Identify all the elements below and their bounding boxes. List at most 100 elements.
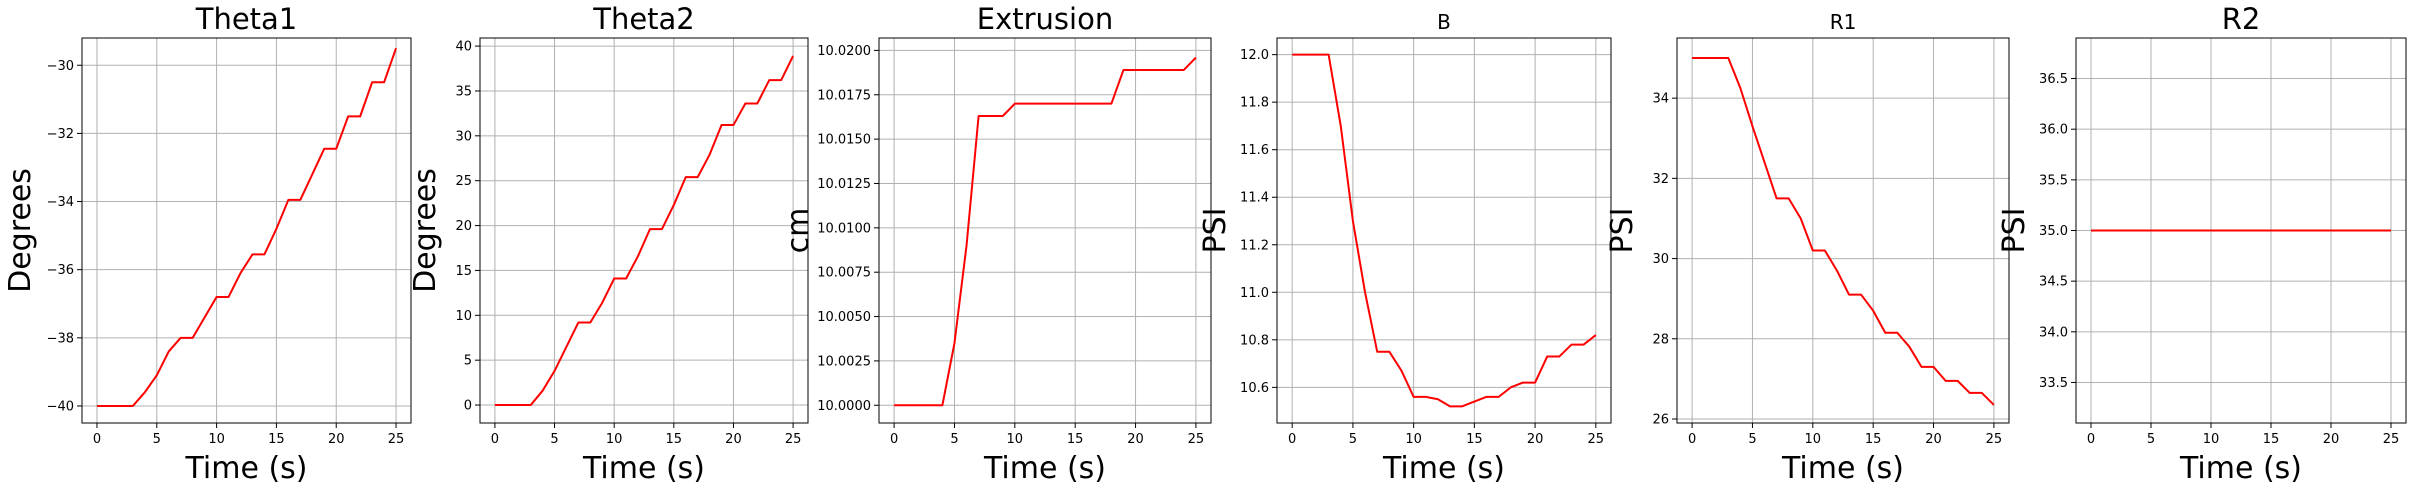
subplot-2: 0 5 10 15 20 25 0 5 10 15 20 25 30 35 40 Theta2 Time (s)… <box>408 2 809 486</box>
chart-title: Theta1 <box>195 2 298 36</box>
y-axis-label: Degrees <box>408 168 443 293</box>
x-tick-label: 15 <box>666 432 683 447</box>
y-tick-label: 11.6 <box>1240 143 1269 158</box>
y-tick-label: 10.0200 <box>817 44 871 59</box>
y-tick-label: 25 <box>455 174 472 189</box>
plot-frame <box>81 37 412 424</box>
y-tick-label: 11.4 <box>1240 191 1269 206</box>
y-tick-label: 10.0175 <box>817 88 871 103</box>
chart-title: R1 <box>1830 10 1857 34</box>
y-tick-label: 26 <box>1652 412 1669 427</box>
plot-frame <box>2075 37 2407 424</box>
y-tick-label: 10.0025 <box>817 354 871 369</box>
subplot-5: 0 5 10 15 20 25 26 28 30 32 34 R1 Time (s) PSI <box>1605 10 2010 486</box>
x-tick-label: 25 <box>1188 432 1205 447</box>
x-axis-label: Time (s) <box>1382 451 1505 486</box>
x-tick-label: 25 <box>1588 432 1605 447</box>
x-axis-label: Time (s) <box>1781 451 1904 486</box>
x-tick-label: 0 <box>890 432 898 447</box>
x-tick-label: 10 <box>1007 432 1024 447</box>
x-tick-label: 10 <box>208 432 225 447</box>
y-tick-label: 0 <box>464 399 472 414</box>
y-tick-label: 10.6 <box>1240 381 1269 396</box>
y-tick-label: 10.0125 <box>817 177 871 192</box>
x-tick-label: 5 <box>153 432 161 447</box>
y-tick-label: 20 <box>455 219 472 234</box>
subplot-6: 0 5 10 15 20 25 33.5 34.0 34.5 35.0 35.5 36.0 36.5 R2… <box>1997 2 2407 486</box>
y-tick-label: 30 <box>1652 252 1669 267</box>
x-tick-label: 0 <box>2087 432 2095 447</box>
x-tick-label: 5 <box>1748 432 1756 447</box>
x-axis-label: Time (s) <box>185 451 308 486</box>
y-tick-label: 36.5 <box>2039 72 2068 87</box>
x-tick-label: 10 <box>606 432 623 447</box>
y-tick-label: −30 <box>47 59 74 74</box>
y-tick-label: −38 <box>47 331 74 346</box>
plot-area <box>879 38 1211 423</box>
y-tick-label: 35.0 <box>2039 224 2068 239</box>
plot-frame <box>878 37 1212 424</box>
y-tick-label: 40 <box>455 40 472 55</box>
x-tick-label: 25 <box>388 432 405 447</box>
y-tick-label: 10.0100 <box>817 221 871 236</box>
y-tick-label: 10 <box>455 309 472 324</box>
x-tick-label: 25 <box>2383 432 2400 447</box>
series-line-1 <box>1292 53 1597 408</box>
plot-area <box>1677 38 2009 423</box>
x-tick-label: 5 <box>950 432 958 447</box>
y-tick-label: 34 <box>1652 92 1669 107</box>
chart-title: Extrusion <box>977 2 1113 36</box>
y-tick-label: 10.0075 <box>817 266 871 281</box>
y-tick-label: 34.0 <box>2039 325 2068 340</box>
x-tick-label: 20 <box>2323 432 2340 447</box>
y-tick-label: 15 <box>455 264 472 279</box>
plot-area <box>82 38 411 423</box>
x-tick-label: 10 <box>1805 432 1822 447</box>
plot-frame <box>1676 37 2010 424</box>
plot-frame <box>1276 37 1612 424</box>
y-tick-label: 10.0050 <box>817 310 871 325</box>
x-axis-label: Time (s) <box>2179 451 2302 486</box>
x-axis-label: Time (s) <box>983 451 1106 486</box>
y-tick-label: 5 <box>464 354 472 369</box>
y-tick-label: 11.0 <box>1240 286 1269 301</box>
y-tick-label: 35.5 <box>2039 173 2068 188</box>
x-tick-label: 0 <box>491 432 499 447</box>
chart-title: B <box>1437 10 1451 34</box>
subplot-3: 0 5 10 15 20 25 10.0000 10.0025 10.0050 10.0075 10… <box>781 2 1212 486</box>
subplot-4: 0 5 10 15 20 25 10.6 10.8 11.0 11.2 11.4 11.6 11.8 12… <box>1198 10 1612 486</box>
x-tick-label: 5 <box>550 432 558 447</box>
x-tick-label: 15 <box>268 432 285 447</box>
y-tick-label: 34.5 <box>2039 275 2068 290</box>
x-tick-label: 0 <box>93 432 101 447</box>
subplot-1: 0 5 10 15 20 25 −40 −38 −36 −34 −32 −30 Theta1 Time (… <box>3 2 412 486</box>
y-axis-label: PSI <box>1605 208 1640 254</box>
x-tick-label: 25 <box>1986 432 2003 447</box>
y-tick-label: 32 <box>1652 172 1669 187</box>
x-tick-label: 15 <box>2263 432 2280 447</box>
y-tick-label: 33.5 <box>2039 376 2068 391</box>
y-tick-label: −34 <box>47 195 74 210</box>
y-axis-label: Degrees <box>3 168 38 293</box>
x-tick-label: 0 <box>1688 432 1696 447</box>
x-tick-label: 20 <box>1127 432 1144 447</box>
y-axis-label: PSI <box>1997 208 2032 254</box>
x-tick-label: 15 <box>1865 432 1882 447</box>
plot-area <box>480 38 808 423</box>
y-tick-label: 11.8 <box>1240 96 1269 111</box>
x-tick-label: 20 <box>1527 432 1544 447</box>
x-tick-label: 0 <box>1288 432 1296 447</box>
y-tick-label: 36.0 <box>2039 123 2068 138</box>
y-tick-label: 12.0 <box>1240 48 1269 63</box>
y-tick-label: 10.8 <box>1240 333 1269 348</box>
x-tick-label: 20 <box>725 432 742 447</box>
x-tick-label: 15 <box>1466 432 1483 447</box>
series-line-1 <box>894 56 1197 407</box>
y-tick-label: 10.0000 <box>817 399 871 414</box>
x-tick-label: 5 <box>1349 432 1357 447</box>
x-tick-label: 20 <box>1925 432 1942 447</box>
y-tick-label: −32 <box>47 127 74 142</box>
y-tick-label: 28 <box>1652 332 1669 347</box>
y-tick-label: 35 <box>455 84 472 99</box>
